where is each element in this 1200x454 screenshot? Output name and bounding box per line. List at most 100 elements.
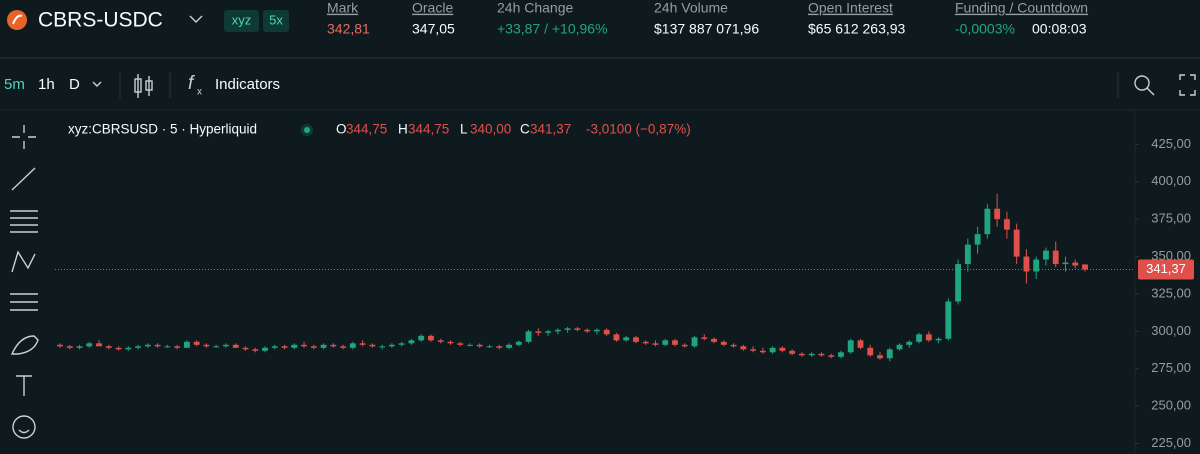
candle-body: [281, 346, 288, 348]
candle-body: [857, 340, 864, 348]
candle-body: [262, 347, 268, 351]
candle-body: [408, 340, 415, 344]
candle-body: [447, 341, 454, 344]
fullscreen-button[interactable]: [1179, 74, 1196, 96]
indicators-button[interactable]: Indicators: [215, 76, 280, 93]
trendline-tool[interactable]: [11, 167, 36, 191]
countdown: 00:08:03: [1032, 21, 1087, 37]
candle-body: [642, 341, 649, 344]
candle-body: [730, 344, 737, 347]
drawing-tools: [10, 125, 39, 439]
candle-type-button[interactable]: [134, 74, 153, 98]
candle-body: [301, 344, 307, 347]
candle-body: [203, 344, 210, 347]
candle-body: [506, 344, 512, 348]
interval-dropdown[interactable]: [92, 81, 102, 87]
candle-body: [135, 346, 142, 348]
candle-body: [291, 344, 298, 348]
candle-body: [808, 353, 815, 356]
interval-button[interactable]: 1h: [38, 76, 55, 93]
candle-body: [798, 353, 805, 356]
candle-body: [1043, 250, 1049, 260]
ohlc-value: 344,75: [408, 122, 449, 137]
status-dot: [304, 127, 310, 133]
candle-body: [584, 329, 591, 332]
dex-badge: [224, 10, 259, 32]
y-tick-label: 325,00: [1151, 285, 1191, 300]
zoom-button[interactable]: [1134, 75, 1155, 96]
candle-body: [672, 340, 678, 345]
ohlc-value: 341,37: [530, 122, 571, 137]
icon-part: [1146, 87, 1155, 96]
y-tick-label: 375,00: [1151, 211, 1191, 226]
stat-value: 342,81: [327, 21, 370, 37]
interval-button[interactable]: 5m: [4, 76, 25, 93]
candle-body: [359, 343, 366, 345]
y-tick-label: 425,00: [1151, 136, 1191, 151]
candle-body: [252, 349, 259, 351]
candle-body: [476, 344, 483, 347]
candle-body: [886, 349, 893, 359]
fx-icon-sub: x: [197, 87, 202, 98]
candle-body: [1013, 229, 1020, 257]
symbol[interactable]: CBRS-USDC: [38, 9, 163, 32]
candle-body: [935, 338, 942, 341]
text-tool[interactable]: [16, 375, 32, 396]
y-tick-label: 350,00: [1151, 248, 1191, 263]
candle-body: [945, 301, 952, 339]
candle-body: [193, 341, 200, 345]
ohlc-key: H: [398, 122, 408, 137]
prediction-tool[interactable]: [10, 293, 38, 311]
candle-body: [437, 340, 444, 342]
candle-body: [828, 355, 835, 357]
coin-icon: [7, 10, 27, 30]
symbol-dropdown[interactable]: [189, 15, 203, 23]
candle-body: [418, 335, 425, 341]
stat-label: Funding / Countdown: [955, 0, 1088, 16]
candle-body: [223, 344, 229, 347]
candle-body: [379, 346, 386, 348]
price-label: 341,37: [1146, 261, 1186, 276]
candle-body: [877, 355, 883, 359]
candle-body: [554, 329, 561, 332]
candle-body: [818, 353, 825, 356]
legend-title: xyz:CBRSUSD · 5 · Hyperliquid: [68, 122, 257, 137]
candle-body: [720, 341, 727, 345]
candle-body: [398, 343, 405, 345]
ohlc-key: L: [460, 122, 468, 137]
ohlc-key: O: [336, 122, 347, 137]
candle-body: [1003, 219, 1010, 230]
ohlc-key: C: [520, 122, 530, 137]
fib-tool[interactable]: [10, 210, 38, 233]
stat-label: Open Interest: [808, 0, 893, 16]
pattern-tool[interactable]: [11, 250, 36, 273]
brush-tool[interactable]: [10, 335, 39, 355]
candle-body: [633, 337, 639, 342]
candle-body: [496, 346, 503, 348]
candle-body: [789, 350, 796, 354]
icon-part: [145, 80, 153, 91]
candle-body: [1062, 262, 1069, 265]
interval-button[interactable]: D: [69, 76, 80, 93]
candle-body: [515, 341, 522, 345]
candle-body: [955, 264, 962, 302]
emoji-tool[interactable]: [12, 415, 36, 439]
candle-body: [916, 334, 922, 342]
stat-label: 24h Volume: [654, 0, 728, 16]
candle-body: [86, 343, 93, 347]
candle-body: [467, 344, 473, 346]
candle-body: [213, 346, 220, 348]
candle-body: [984, 208, 991, 235]
candle-body: [349, 343, 356, 348]
candle-body: [603, 329, 610, 335]
candle-body: [681, 344, 688, 347]
candle-body: [1023, 256, 1030, 272]
crosshair-tool[interactable]: [12, 125, 36, 149]
candle-body: [535, 331, 542, 333]
candle-body: [740, 346, 747, 350]
fx-icon[interactable]: f: [188, 73, 195, 94]
icon-part: [134, 78, 142, 93]
candle-body: [750, 349, 757, 351]
